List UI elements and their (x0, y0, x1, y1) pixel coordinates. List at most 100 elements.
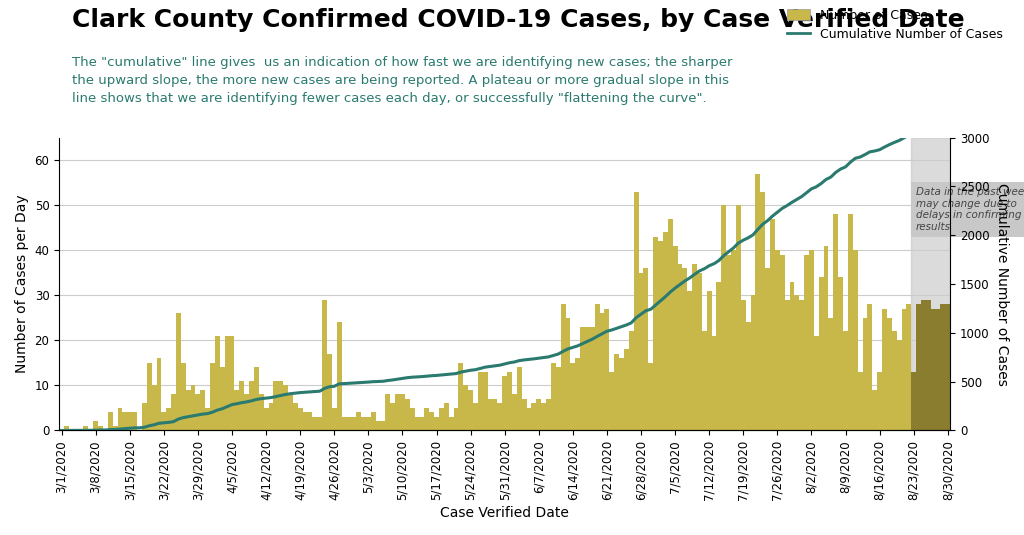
Bar (853, 250, 858, 431)
Bar (152, 385, 157, 431)
Bar (395, 394, 400, 431)
Bar (901, 309, 906, 431)
Bar (784, 300, 790, 431)
Bar (731, 250, 736, 431)
Bar (687, 291, 692, 431)
Bar (166, 408, 171, 431)
Bar (113, 426, 118, 431)
Bar (858, 372, 862, 431)
Bar (337, 323, 342, 431)
Bar (648, 363, 653, 431)
Bar (867, 304, 872, 431)
Bar (887, 318, 892, 431)
Bar (697, 273, 701, 431)
Bar (882, 309, 887, 431)
Text: Clark County Confirmed COVID-19 Cases, by Case Verified Date: Clark County Confirmed COVID-19 Cases, b… (72, 8, 965, 32)
Bar (926, 300, 931, 431)
Bar (678, 264, 682, 431)
Bar (916, 304, 921, 431)
Bar (240, 381, 244, 431)
Bar (756, 174, 760, 431)
Bar (570, 363, 575, 431)
Bar (443, 403, 449, 431)
Bar (663, 232, 668, 431)
Bar (420, 417, 424, 431)
Bar (512, 394, 517, 431)
Bar (434, 417, 439, 431)
Bar (356, 412, 361, 431)
Bar (210, 363, 215, 431)
Bar (521, 399, 526, 431)
Bar (215, 336, 220, 431)
Bar (162, 412, 166, 431)
Bar (701, 331, 707, 431)
Bar (502, 377, 507, 431)
Bar (862, 318, 867, 431)
Bar (565, 318, 570, 431)
Bar (740, 300, 745, 431)
Bar (190, 385, 196, 431)
Bar (366, 417, 371, 431)
Bar (298, 408, 303, 431)
Bar (181, 363, 185, 431)
Bar (351, 417, 356, 431)
Bar (459, 363, 463, 431)
Bar (371, 412, 376, 431)
Bar (517, 368, 521, 431)
Bar (381, 422, 385, 431)
Bar (468, 390, 473, 431)
Bar (800, 300, 804, 431)
Bar (507, 372, 512, 431)
Bar (293, 403, 298, 431)
Bar (780, 255, 784, 431)
Bar (537, 399, 542, 431)
Bar (157, 358, 162, 431)
Bar (775, 250, 780, 431)
Bar (634, 192, 639, 431)
Bar (561, 304, 565, 431)
Bar (454, 408, 459, 431)
Text: The "cumulative" line gives  us an indication of how fast we are identifying new: The "cumulative" line gives us an indica… (72, 56, 732, 105)
Bar (473, 403, 478, 431)
Bar (220, 368, 224, 431)
Bar (123, 412, 127, 431)
Bar (84, 426, 88, 431)
Bar (127, 412, 132, 431)
X-axis label: Case Verified Date: Case Verified Date (440, 506, 569, 520)
Bar (307, 412, 312, 431)
Bar (327, 354, 332, 431)
Bar (531, 403, 537, 431)
Bar (205, 408, 210, 431)
Bar (620, 358, 624, 431)
Bar (400, 394, 404, 431)
Bar (415, 417, 420, 431)
Bar (624, 349, 629, 431)
Bar (224, 336, 229, 431)
Bar (332, 408, 337, 431)
Bar (546, 399, 551, 431)
Bar (234, 390, 240, 431)
Bar (629, 331, 634, 431)
Bar (872, 390, 878, 431)
Bar (303, 412, 307, 431)
Bar (770, 219, 775, 431)
Bar (897, 340, 901, 431)
Bar (717, 282, 721, 431)
Text: Data in the past week
may change due to
delays in confirming test
results: Data in the past week may change due to … (916, 187, 1024, 232)
Bar (906, 304, 911, 431)
Bar (478, 372, 482, 431)
Bar (673, 246, 678, 431)
Bar (707, 291, 712, 431)
Bar (482, 372, 487, 431)
Legend: Number of Cases, Cumulative Number of Cases: Number of Cases, Cumulative Number of Ca… (787, 9, 1002, 41)
Bar (542, 403, 546, 431)
Bar (936, 309, 940, 431)
Bar (410, 408, 415, 431)
Bar (931, 309, 936, 431)
Bar (745, 323, 751, 431)
Bar (575, 358, 581, 431)
Bar (828, 318, 834, 431)
Bar (249, 381, 254, 431)
Bar (346, 417, 351, 431)
Bar (463, 385, 468, 431)
